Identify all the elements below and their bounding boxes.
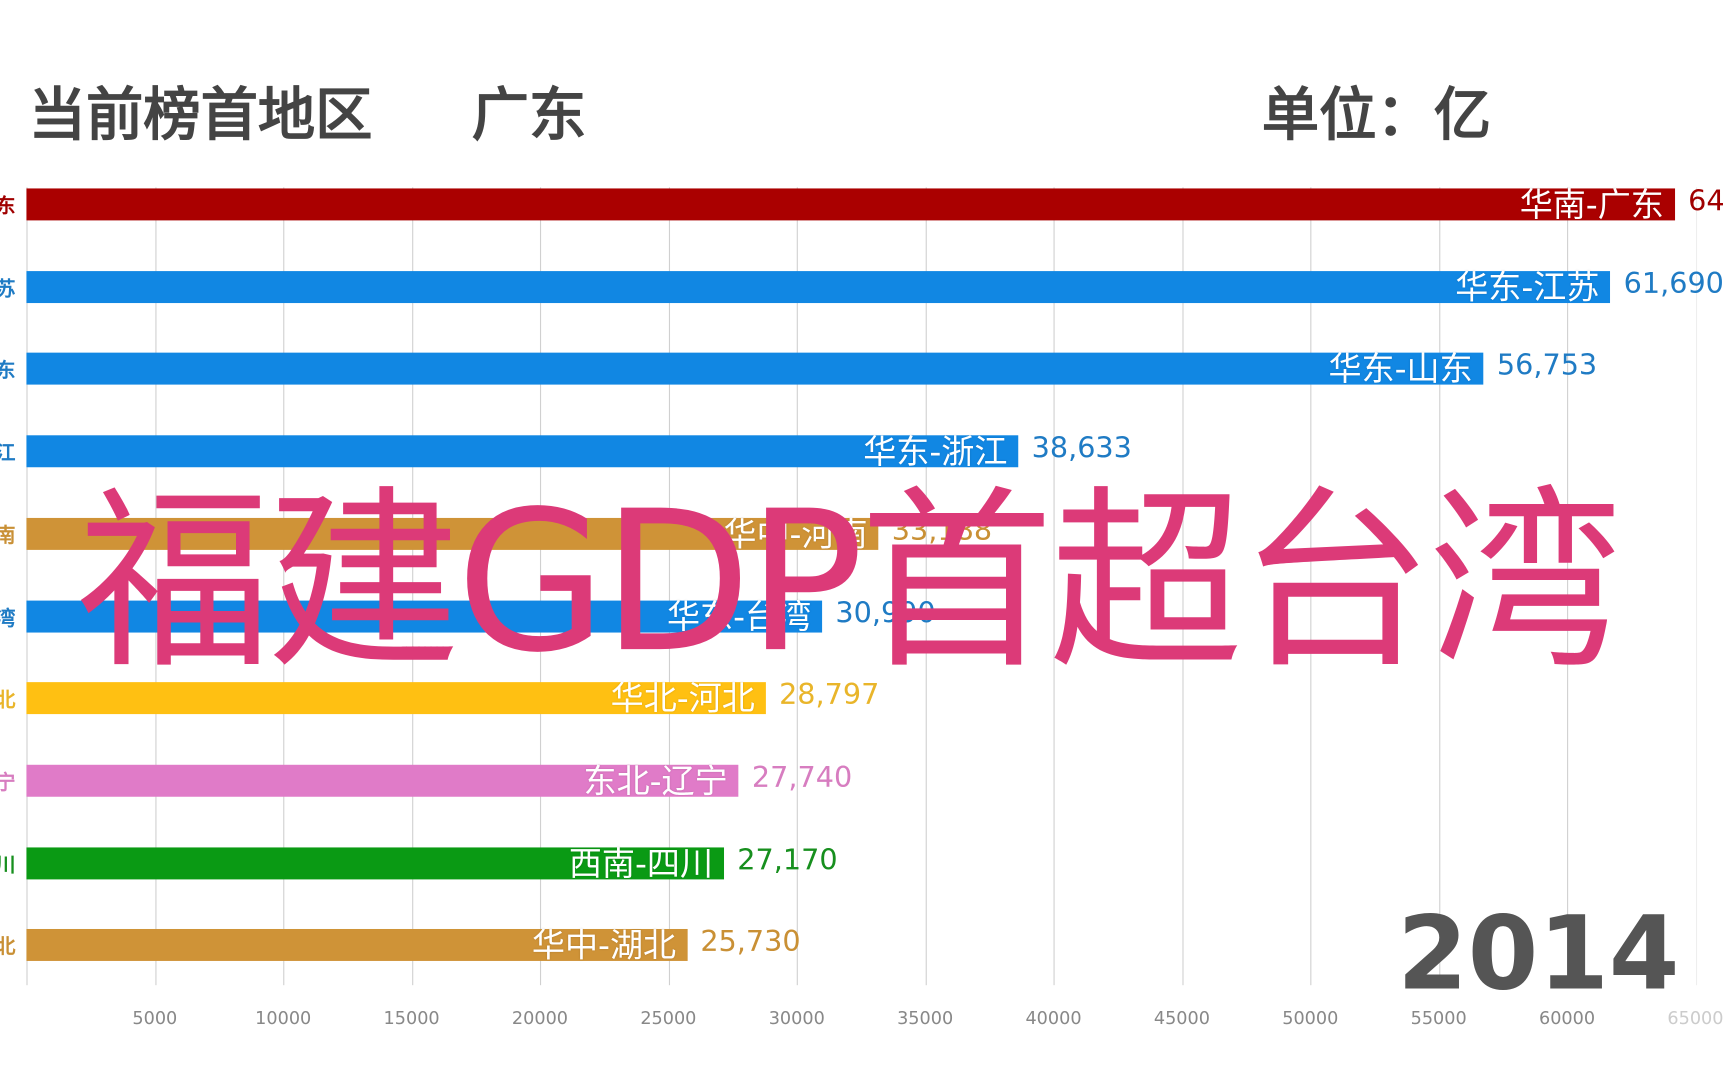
x-tick-label: 45000 bbox=[1153, 1007, 1210, 1029]
bar: 华中-湖北 bbox=[26, 927, 688, 966]
bar-label: 华东-台湾 bbox=[666, 597, 812, 637]
bar: 华东-江苏 bbox=[26, 269, 1611, 307]
x-tick-label: 20000 bbox=[511, 1007, 569, 1029]
bar-label: 东北-辽宁 bbox=[583, 762, 728, 802]
gridline bbox=[154, 187, 156, 986]
bar: 华中-河南 bbox=[26, 516, 879, 554]
row-label: 东 bbox=[0, 355, 15, 384]
unit-label: 单位：亿 bbox=[1261, 82, 1492, 149]
x-tick-label: 35000 bbox=[897, 1007, 954, 1029]
value-label: 64 bbox=[1688, 185, 1725, 219]
gridline bbox=[1567, 187, 1569, 986]
bar-label: 华东-山东 bbox=[1328, 350, 1473, 390]
bar-label: 华东-江苏 bbox=[1455, 268, 1600, 308]
row-label: 南 bbox=[0, 520, 15, 549]
value-label: 30,990 bbox=[835, 596, 936, 630]
x-tick-label: 40000 bbox=[1025, 1007, 1082, 1029]
bar-label: 华东-浙江 bbox=[863, 433, 1008, 472]
gridline bbox=[1438, 187, 1440, 986]
row-label: 东 bbox=[0, 191, 15, 220]
value-label: 33,188 bbox=[891, 514, 993, 548]
row-label: 湾 bbox=[0, 602, 15, 631]
bar-label: 西南-四川 bbox=[568, 844, 714, 884]
value-label: 25,730 bbox=[700, 926, 801, 960]
value-label: 28,797 bbox=[779, 679, 880, 713]
overlay-caption: 福建GDP首超台湾 bbox=[77, 469, 1622, 696]
gridline bbox=[796, 187, 798, 986]
row-label: 江 bbox=[0, 438, 15, 467]
x-tick-label: 10000 bbox=[255, 1007, 312, 1029]
x-tick-label: 65000 bbox=[1667, 1007, 1724, 1029]
gridline bbox=[1181, 187, 1183, 986]
x-tick-label: 25000 bbox=[640, 1007, 697, 1029]
row-label: 苏 bbox=[0, 273, 15, 302]
bar: 华东-浙江 bbox=[26, 433, 1019, 472]
row-label: 北 bbox=[0, 685, 15, 714]
bar-label: 华南-广东 bbox=[1519, 186, 1664, 225]
value-label: 56,753 bbox=[1496, 349, 1598, 383]
gridline bbox=[1310, 187, 1312, 986]
bar: 东北-辽宁 bbox=[26, 762, 739, 801]
row-label: 北 bbox=[0, 932, 15, 961]
gridline bbox=[283, 187, 285, 986]
x-tick-label: 50000 bbox=[1282, 1007, 1339, 1029]
leader-label: 当前榜首地区 bbox=[28, 82, 373, 149]
gridline bbox=[539, 187, 542, 986]
bar: 华南-广东 bbox=[26, 186, 1675, 225]
row-label: 川 bbox=[0, 849, 15, 878]
row-label: 宁 bbox=[0, 767, 15, 796]
bar: 华北-河北 bbox=[26, 680, 766, 719]
leader-name: 广东 bbox=[471, 82, 587, 149]
gridline bbox=[1695, 187, 1697, 986]
gridline bbox=[26, 187, 28, 986]
x-tick-label: 60000 bbox=[1538, 1007, 1596, 1029]
bar-label: 华北-河北 bbox=[610, 680, 755, 719]
x-tick-label: 30000 bbox=[768, 1007, 825, 1029]
gridline bbox=[411, 187, 413, 986]
value-label: 38,633 bbox=[1031, 432, 1132, 466]
value-label: 61,690 bbox=[1623, 267, 1724, 301]
bar-label: 华中-湖北 bbox=[531, 927, 677, 966]
year-label: 2014 bbox=[1397, 894, 1680, 1013]
bar-label: 华中-河南 bbox=[723, 515, 868, 555]
value-label: 27,740 bbox=[751, 761, 853, 795]
gridline bbox=[925, 187, 927, 986]
x-tick-label: 55000 bbox=[1410, 1007, 1467, 1029]
bar: 华东-台湾 bbox=[26, 598, 823, 636]
bar: 西南-四川 bbox=[26, 845, 725, 883]
x-tick-label: 15000 bbox=[383, 1007, 440, 1029]
gridline bbox=[1053, 187, 1055, 986]
x-tick-label: 5000 bbox=[132, 1007, 178, 1029]
gridline bbox=[668, 187, 670, 986]
value-label: 27,170 bbox=[737, 843, 838, 877]
bar: 华东-山东 bbox=[26, 351, 1484, 389]
